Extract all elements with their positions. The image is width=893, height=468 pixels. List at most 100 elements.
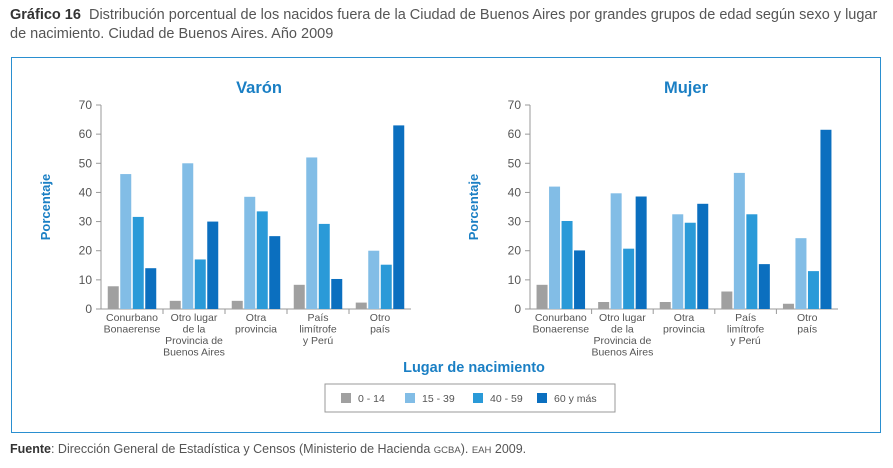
y-tick-label: 60 [79,127,93,141]
source-text-post: 2009. [491,442,527,456]
source-text-mid: ). [460,442,472,456]
x-category-label: Otro lugar [599,312,646,324]
y-tick-label: 30 [79,215,93,229]
y-tick-label: 0 [85,302,92,316]
y-tick-label: 40 [79,185,93,199]
bar-varon-1-series-3 [132,216,144,309]
bar-mujer-1-series-4 [574,250,586,309]
x-axis-title: Lugar de nacimiento [403,360,545,376]
panel-title-varon: Varón [236,79,282,97]
bar-varon-4-series-2 [306,157,318,309]
x-category-label: provincia [235,324,277,336]
y-tick-label: 20 [79,244,93,258]
bar-varon-1-series-1 [107,286,119,309]
legend-swatch-4 [537,393,547,403]
bar-mujer-1-series-1 [536,284,548,309]
bar-mujer-3-series-3 [684,222,696,309]
figure-number: Gráfico 16 [10,7,81,23]
bar-varon-1-series-2 [120,174,132,309]
x-category-label: Otro [370,312,391,324]
y-tick-label: 10 [508,273,522,287]
x-category-label: Bonaerense [532,324,589,336]
x-category-label: de la [183,324,206,336]
x-category-label: Conurbano [106,312,158,324]
bar-varon-5-series-3 [380,264,392,309]
y-tick-label: 30 [508,215,522,229]
bar-varon-3-series-2 [244,196,256,309]
legend-label-3: 40 - 59 [490,393,523,405]
x-category-label: País [307,312,328,324]
bar-mujer-3-series-1 [659,302,671,309]
x-category-label: Provincia de [594,335,652,347]
bar-varon-4-series-1 [293,284,305,309]
y-tick-label: 20 [508,244,522,258]
y-tick-label: 50 [508,156,522,170]
bar-mujer-4-series-3 [746,214,758,309]
bar-varon-5-series-1 [355,302,367,309]
bar-mujer-4-series-4 [758,264,770,309]
legend-label-1: 0 - 14 [358,393,385,405]
bar-mujer-3-series-4 [697,203,709,309]
x-category-label: y Perú [303,335,334,347]
y-tick-label: 70 [508,98,522,112]
x-category-label: País [735,312,756,324]
legend-swatch-1 [341,393,351,403]
bar-mujer-2-series-1 [598,302,610,309]
x-category-label: Otro [797,312,818,324]
x-category-label: Otra [674,312,695,324]
bar-mujer-2-series-3 [623,248,635,309]
figure-title: Distribución porcentual de los nacidos f… [10,7,878,42]
x-category-label: de la [611,324,634,336]
bar-mujer-5-series-3 [807,271,819,309]
bar-mujer-4-series-1 [721,291,733,309]
x-category-label: Buenos Aires [591,347,653,359]
bar-mujer-1-series-3 [561,220,573,309]
bar-mujer-3-series-2 [672,214,684,309]
bar-mujer-2-series-2 [610,193,622,309]
bar-varon-3-series-1 [231,300,243,309]
source-note: Fuente: Dirección General de Estadística… [10,442,526,456]
y-tick-label: 50 [79,156,93,170]
x-category-label: limítrofe [299,324,337,336]
bar-varon-3-series-3 [256,211,268,309]
x-category-label: Provincia de [165,335,223,347]
bar-varon-1-series-4 [145,268,157,309]
bar-mujer-1-series-2 [549,186,561,309]
chart-caption: Gráfico 16 Distribución porcentual de lo… [10,6,888,44]
x-category-label: Buenos Aires [163,347,225,359]
x-category-label: limítrofe [727,324,765,336]
y-tick-label: 60 [508,127,522,141]
source-gcba: GCBA [433,445,461,456]
bar-varon-2-series-4 [207,221,219,309]
bar-mujer-2-series-4 [635,196,647,309]
x-category-label: Otra [246,312,267,324]
source-eah: EAH [471,445,492,456]
bar-mujer-4-series-2 [733,172,745,309]
bar-varon-5-series-4 [393,125,405,310]
y-tick-label: 70 [79,98,93,112]
source-label: Fuente [10,442,51,456]
x-category-label: Conurbano [535,312,587,324]
y-tick-label: 10 [79,273,93,287]
bar-varon-3-series-4 [269,236,281,309]
bar-mujer-5-series-2 [795,238,807,309]
bar-varon-4-series-4 [331,278,343,309]
legend-swatch-2 [405,393,415,403]
y-axis-label: Porcentaje [466,174,481,240]
source-text-pre: : Dirección General de Estadística y Cen… [50,442,434,456]
x-category-label: y Perú [730,335,761,347]
bar-varon-2-series-3 [194,259,206,309]
y-axis-label: Porcentaje [38,174,53,240]
x-category-label: país [370,324,390,336]
bar-mujer-5-series-4 [820,129,832,309]
bar-varon-5-series-2 [368,250,380,309]
y-tick-label: 40 [508,185,522,199]
x-category-label: Bonaerense [104,324,161,336]
y-tick-label: 0 [514,302,521,316]
x-category-label: país [797,324,817,336]
legend-label-2: 15 - 39 [422,393,455,405]
legend-label-4: 60 y más [554,393,597,405]
x-category-label: Otro lugar [171,312,218,324]
bar-varon-2-series-2 [182,163,194,309]
